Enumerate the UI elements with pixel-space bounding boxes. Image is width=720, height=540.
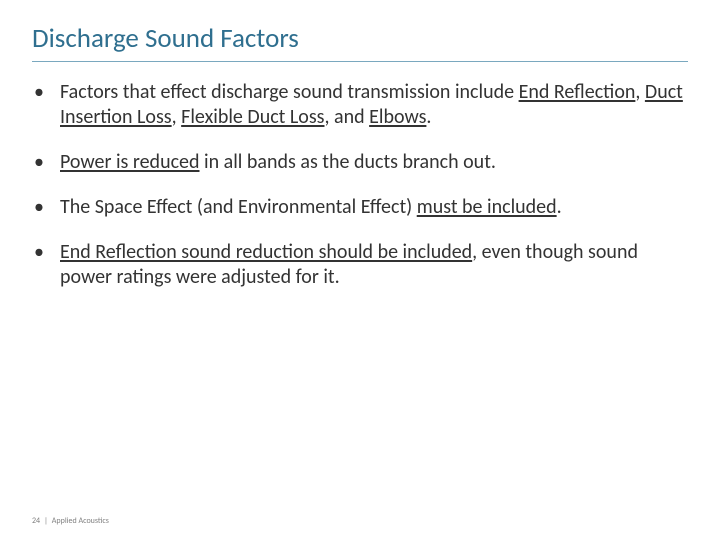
bullet-list: Factors that effect discharge sound tran… [32, 80, 688, 290]
underline: Flexible Duct Loss [181, 105, 324, 129]
footer-label: Applied Acoustics [52, 516, 109, 526]
text: Factors that effect discharge sound tran… [60, 80, 519, 104]
separator: | [44, 516, 48, 526]
slide-body: Factors that effect discharge sound tran… [32, 62, 688, 290]
page-number: 24 [32, 516, 40, 526]
slide-title: Discharge Sound Factors [32, 22, 688, 62]
underline: Elbows [369, 105, 426, 129]
bullet-item: The Space Effect (and Environmental Effe… [32, 195, 688, 220]
bullet-item: End Reflection sound reduction should be… [32, 240, 688, 290]
underline: End Reflection sound reduction should be… [60, 240, 472, 264]
text: , [635, 80, 645, 104]
text: The Space Effect (and Environmental Effe… [60, 195, 417, 219]
bullet-item: Factors that effect discharge sound tran… [32, 80, 688, 130]
text: in all bands as the ducts branch out. [200, 150, 496, 174]
bullet-item: Power is reduced in all bands as the duc… [32, 150, 688, 175]
underline: Power is reduced [60, 150, 200, 174]
underline: must be included [417, 195, 557, 219]
text: , and [324, 105, 369, 129]
text: , [172, 105, 182, 129]
underline: End Reflection [519, 80, 636, 104]
text: . [426, 105, 431, 129]
text: . [557, 195, 562, 219]
footer: 24 | Applied Acoustics [32, 516, 109, 526]
